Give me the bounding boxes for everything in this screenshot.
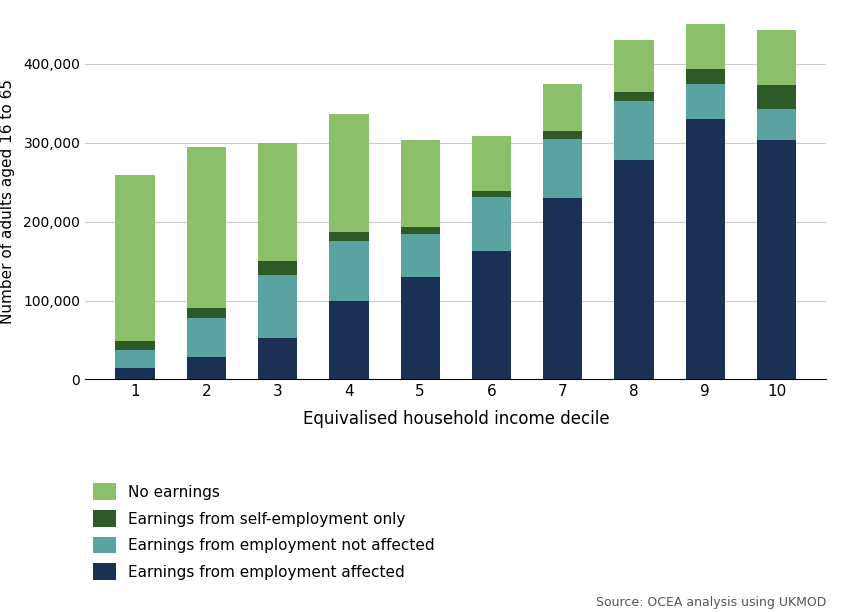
Bar — [258, 143, 297, 261]
Bar — [614, 92, 653, 101]
Bar — [187, 357, 226, 379]
Bar — [400, 277, 440, 379]
Bar — [400, 227, 440, 234]
Bar — [686, 6, 725, 69]
Bar — [686, 119, 725, 379]
Bar — [614, 101, 653, 160]
Bar — [330, 300, 369, 379]
Bar — [686, 84, 725, 119]
Bar — [400, 234, 440, 277]
Bar — [116, 175, 155, 341]
Bar — [472, 136, 511, 191]
Bar — [330, 114, 369, 232]
Bar — [330, 241, 369, 300]
Bar — [543, 198, 582, 379]
Bar — [187, 147, 226, 308]
Bar — [614, 40, 653, 92]
Bar — [258, 261, 297, 275]
Legend: No earnings, Earnings from self-employment only, Earnings from employment not af: No earnings, Earnings from self-employme… — [93, 483, 435, 580]
Bar — [614, 160, 653, 379]
Bar — [757, 140, 796, 379]
Bar — [757, 109, 796, 140]
Bar — [116, 341, 155, 350]
Bar — [258, 338, 297, 379]
Bar — [472, 251, 511, 379]
Bar — [686, 69, 725, 84]
Bar — [116, 350, 155, 368]
Bar — [400, 140, 440, 227]
Bar — [543, 139, 582, 198]
Bar — [187, 318, 226, 357]
Bar — [116, 368, 155, 379]
X-axis label: Equivalised household income decile: Equivalised household income decile — [302, 411, 609, 428]
Bar — [187, 308, 226, 318]
Bar — [258, 275, 297, 338]
Bar — [757, 30, 796, 85]
Bar — [472, 197, 511, 251]
Y-axis label: Number of adults aged 16 to 65: Number of adults aged 16 to 65 — [0, 80, 15, 324]
Bar — [472, 191, 511, 197]
Bar — [757, 85, 796, 109]
Text: Source: OCEA analysis using UKMOD: Source: OCEA analysis using UKMOD — [596, 596, 826, 609]
Bar — [330, 232, 369, 241]
Bar — [543, 84, 582, 131]
Bar — [543, 131, 582, 139]
